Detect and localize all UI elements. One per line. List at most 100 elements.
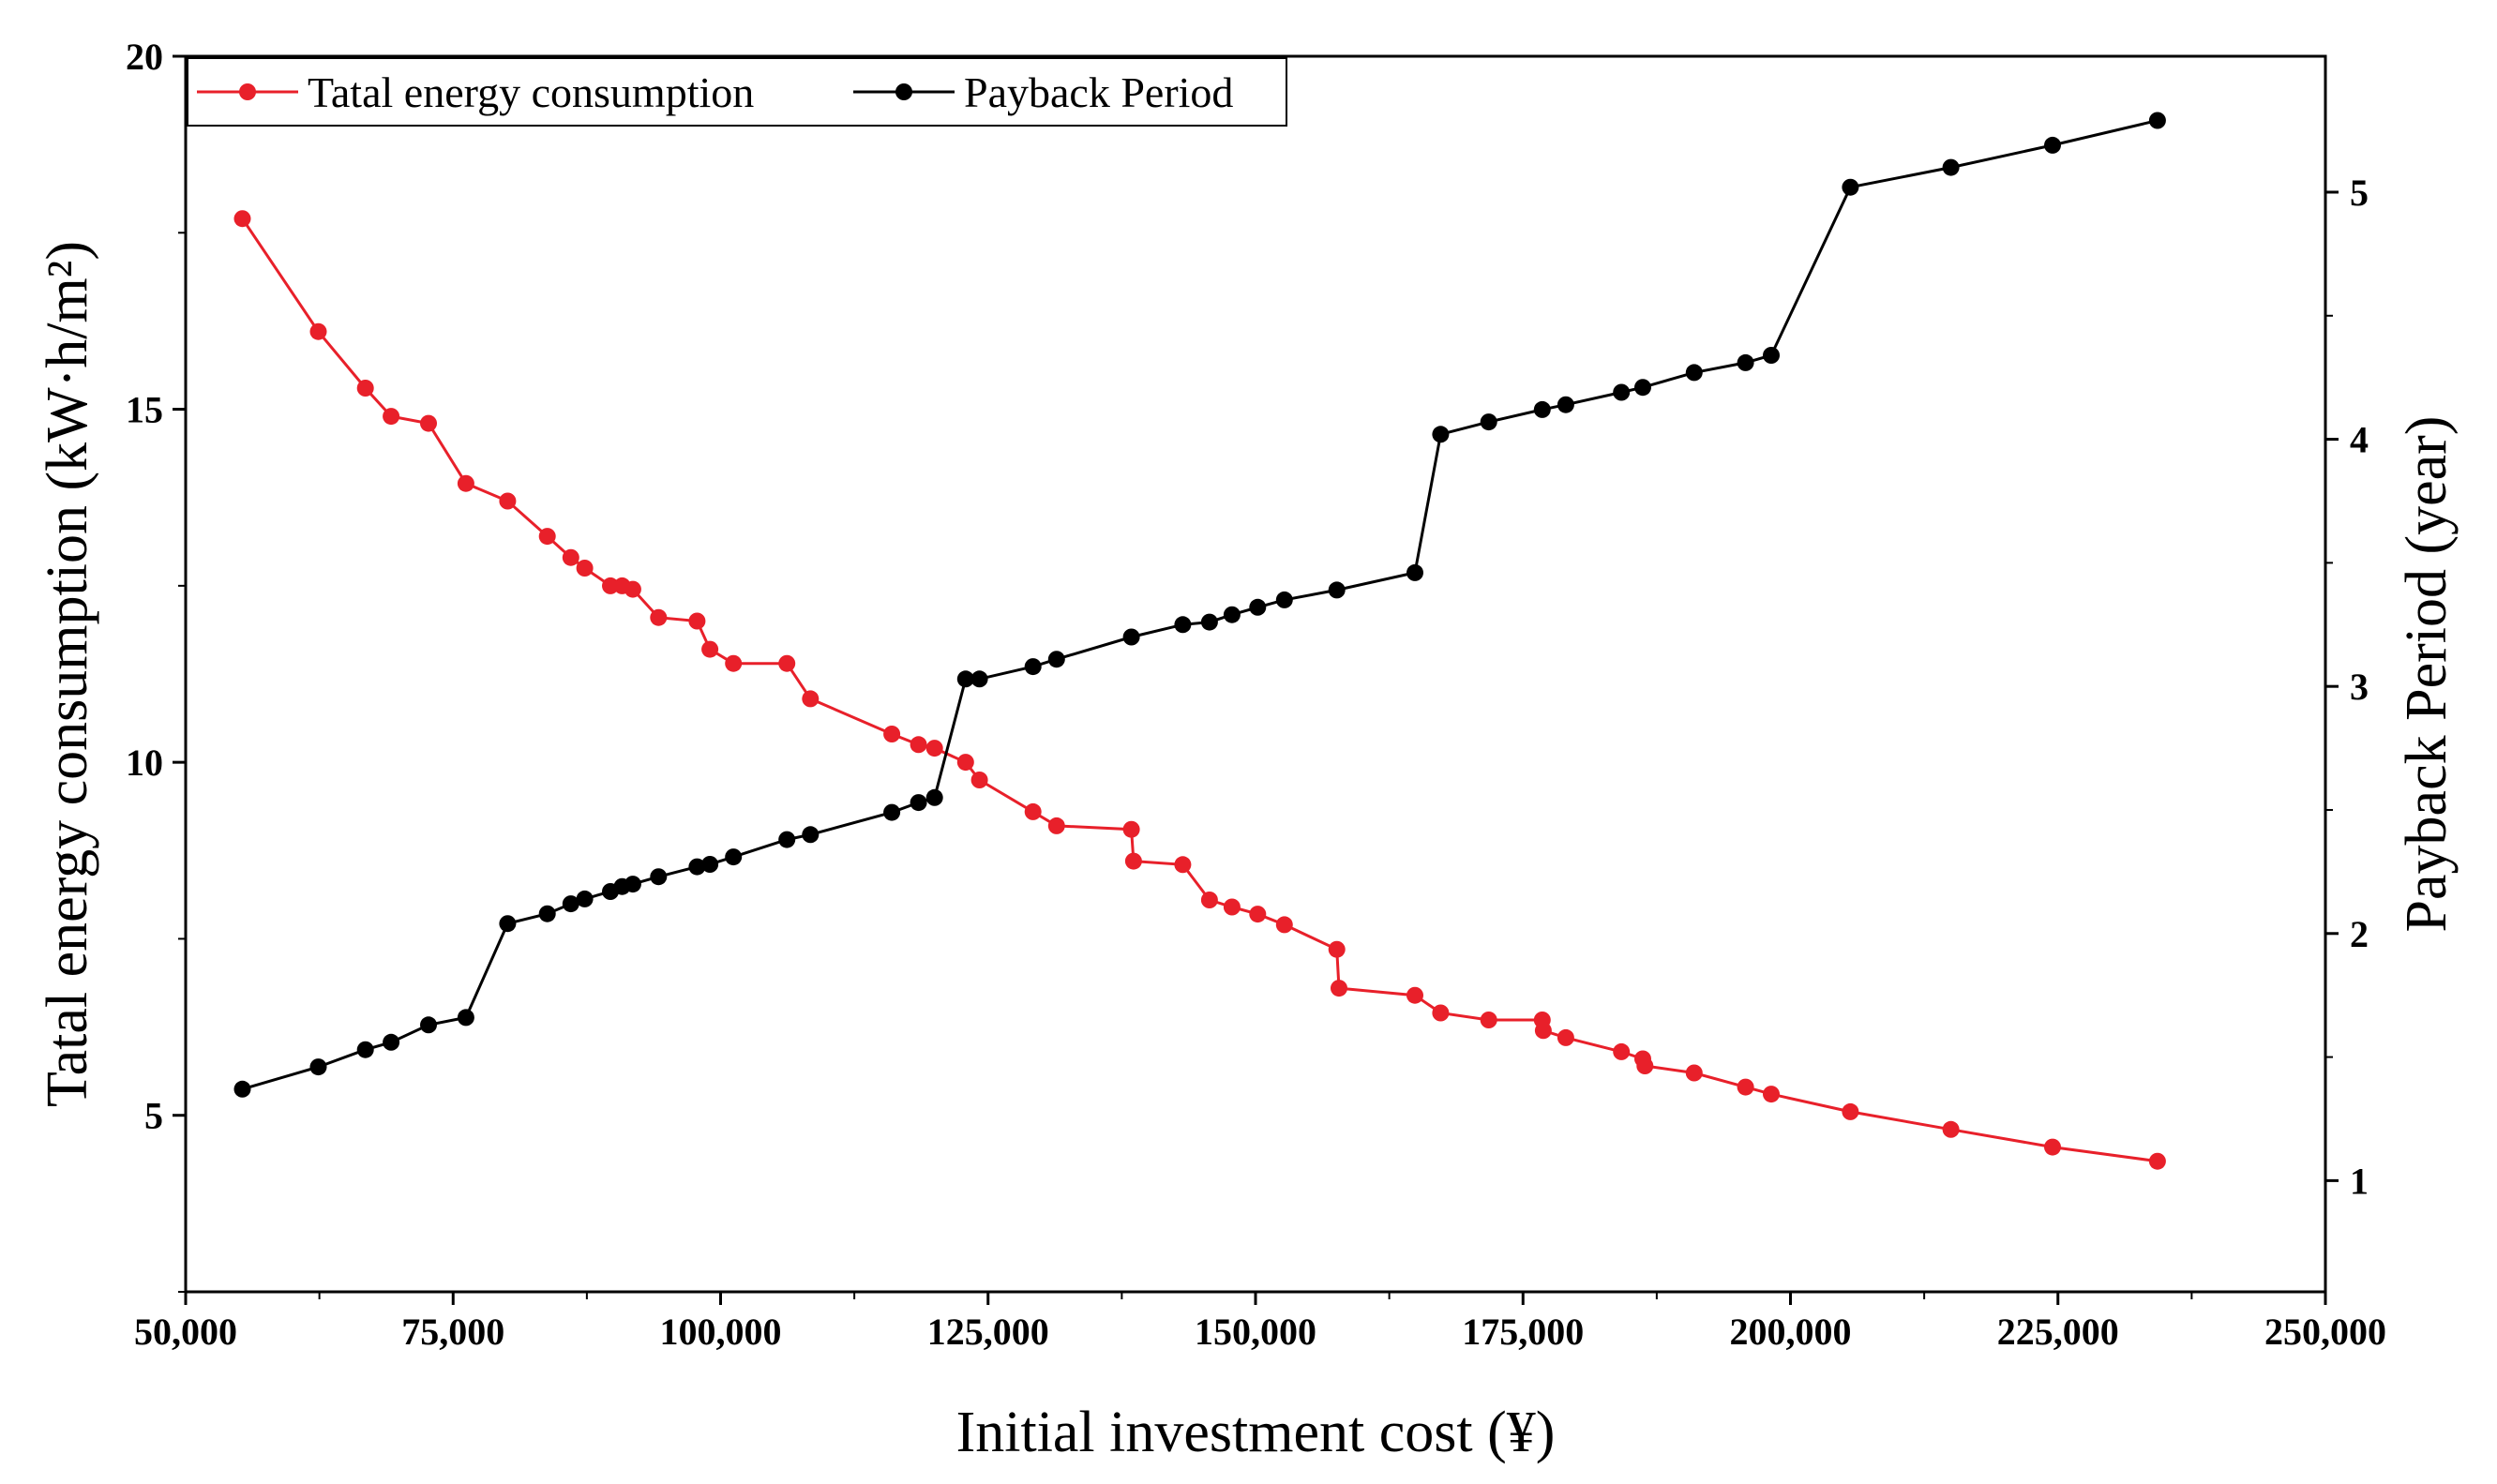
data-point — [499, 492, 517, 510]
right-y-axis-title: Payback Period (year) — [2395, 416, 2459, 933]
data-point — [2044, 136, 2061, 154]
x-tick-label: 125,000 — [927, 1311, 1049, 1353]
right-y-tick-label: 1 — [2350, 1160, 2369, 1202]
data-point — [576, 560, 594, 577]
x-tick-label: 175,000 — [1462, 1311, 1584, 1353]
data-point — [1174, 616, 1192, 634]
data-point — [457, 1009, 474, 1027]
legend-marker-energy — [239, 83, 256, 100]
data-point — [925, 788, 943, 806]
x-tick-label: 225,000 — [1997, 1311, 2119, 1353]
x-tick-label: 50,000 — [134, 1311, 237, 1353]
data-point — [910, 794, 927, 812]
x-tick-label: 100,000 — [660, 1311, 782, 1353]
left-y-tick-label: 10 — [126, 742, 163, 784]
x-tick-label: 75,000 — [401, 1311, 504, 1353]
data-point — [2148, 112, 2166, 129]
data-point — [1200, 613, 1218, 631]
plot-frame — [184, 54, 2327, 1294]
legend-marker-payback — [895, 83, 912, 100]
left-y-tick-label: 5 — [144, 1095, 163, 1137]
data-point — [309, 1058, 327, 1076]
data-point — [701, 640, 719, 658]
data-point — [538, 905, 556, 922]
data-point — [1331, 980, 1347, 997]
right-y-tick-label: 2 — [2350, 913, 2369, 955]
data-point — [1842, 178, 1859, 196]
data-point — [1634, 379, 1651, 397]
series-layer — [233, 112, 2166, 1170]
right-y-axis-ticks: 1 2 3 4 5 — [2325, 172, 2369, 1202]
data-point — [970, 772, 988, 788]
data-point — [1024, 658, 1042, 676]
data-point — [356, 380, 374, 397]
legend: Tatal energy consumption Payback Period — [187, 57, 1287, 127]
data-point — [1480, 1012, 1497, 1028]
data-point — [778, 831, 796, 848]
data-point — [233, 1080, 251, 1098]
data-point — [2148, 1152, 2166, 1170]
data-point — [1122, 820, 1140, 838]
data-point — [1200, 892, 1218, 908]
right-y-tick-label: 3 — [2350, 666, 2369, 708]
data-point — [1533, 400, 1551, 418]
data-point — [883, 803, 901, 821]
legend-label-energy: Tatal energy consumption — [308, 68, 754, 116]
data-point — [883, 726, 901, 742]
data-point — [1613, 383, 1631, 401]
data-point — [1763, 347, 1780, 364]
data-point — [650, 608, 668, 626]
data-point — [1249, 598, 1267, 616]
data-point — [956, 670, 974, 688]
data-point — [956, 754, 974, 772]
data-point — [309, 322, 327, 340]
data-point — [602, 577, 619, 594]
data-point — [650, 868, 668, 886]
legend-box — [187, 57, 1287, 127]
data-point — [2044, 1138, 2061, 1156]
data-point — [1174, 856, 1192, 874]
data-point — [925, 740, 943, 757]
data-point — [233, 210, 251, 228]
data-point — [1328, 940, 1346, 958]
x-axis-title: Initial investment cost (¥) — [956, 1401, 1556, 1464]
data-point — [1432, 426, 1450, 443]
data-point — [688, 612, 706, 630]
data-point — [1223, 606, 1241, 623]
data-point — [725, 848, 743, 866]
data-point — [356, 1041, 374, 1058]
left-y-tick-label: 20 — [126, 36, 163, 78]
data-point — [1737, 1078, 1754, 1096]
legend-label-payback: Payback Period — [964, 68, 1233, 116]
data-point — [538, 528, 556, 546]
data-point — [383, 408, 400, 426]
data-point — [970, 670, 988, 688]
data-point — [420, 414, 437, 432]
data-point — [624, 876, 641, 893]
data-point — [1557, 396, 1574, 413]
data-point — [1024, 802, 1042, 820]
data-point — [1842, 1102, 1859, 1120]
x-tick-label: 200,000 — [1730, 1311, 1852, 1353]
series-line — [241, 217, 2159, 1163]
data-point — [1480, 413, 1497, 431]
series-line — [242, 119, 2159, 1091]
data-point — [1685, 364, 1703, 382]
data-point — [1942, 158, 1960, 176]
data-point — [778, 654, 796, 672]
x-tick-label: 250,000 — [2264, 1311, 2386, 1353]
data-point — [1534, 1022, 1552, 1040]
data-point — [1685, 1064, 1703, 1082]
data-point — [499, 915, 517, 933]
data-point — [1406, 986, 1423, 1004]
right-y-tick-label: 4 — [2350, 419, 2369, 461]
data-point — [701, 856, 719, 873]
data-point — [576, 890, 594, 907]
data-point — [1763, 1086, 1780, 1103]
data-point — [457, 474, 474, 492]
left-y-axis-ticks: 5 10 15 20 — [126, 36, 186, 1293]
data-point — [1223, 898, 1241, 916]
data-point — [420, 1016, 437, 1034]
data-point — [1249, 906, 1267, 923]
